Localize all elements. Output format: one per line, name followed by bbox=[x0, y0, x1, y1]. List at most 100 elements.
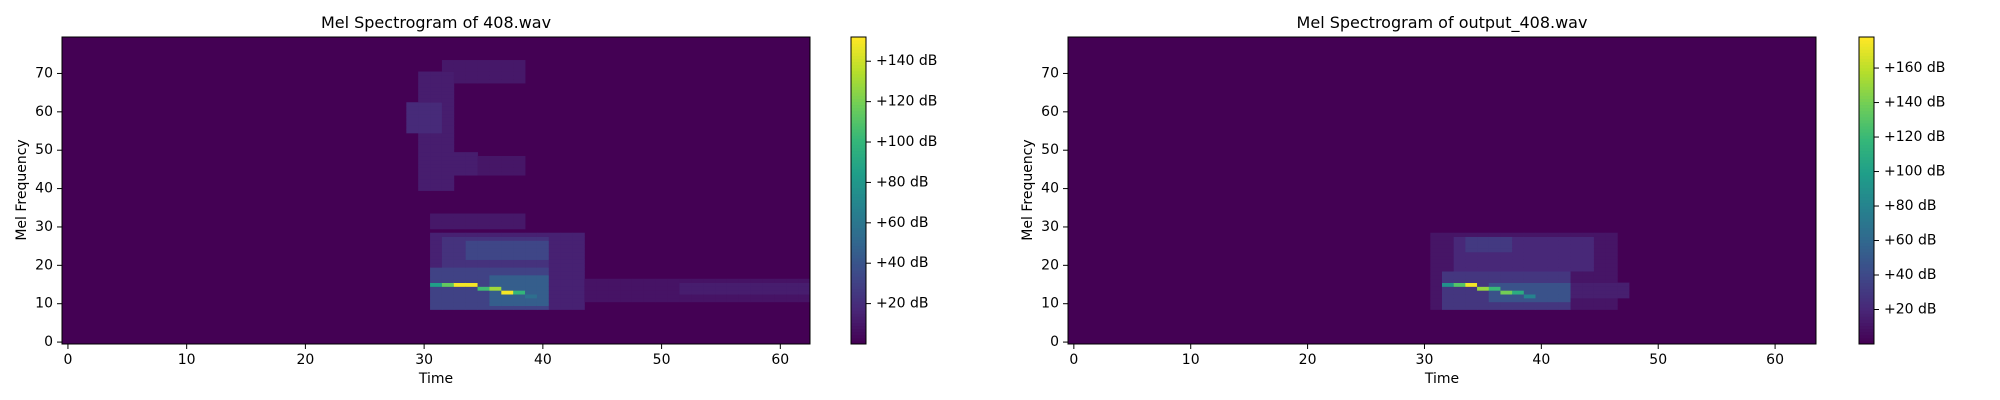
heatmap-cell bbox=[489, 163, 502, 168]
heatmap-cell bbox=[465, 301, 478, 307]
colorbar-segment bbox=[851, 218, 866, 222]
heatmap-cell bbox=[465, 278, 478, 283]
heatmap-cell bbox=[525, 244, 538, 249]
y-tick-label: 20 bbox=[1041, 257, 1059, 273]
heatmap-cell bbox=[465, 271, 478, 276]
heatmap-cell bbox=[453, 167, 467, 172]
heatmap-cell bbox=[572, 294, 585, 299]
chart-title: Mel Spectrogram of output_408.wav bbox=[1297, 13, 1588, 33]
y-tick-label: 40 bbox=[1041, 181, 1059, 197]
heatmap-cell bbox=[477, 267, 490, 272]
chart-title: Mel Spectrogram of 408.wav bbox=[321, 13, 551, 32]
heatmap-cell bbox=[441, 240, 455, 245]
heatmap-cell bbox=[1593, 294, 1607, 299]
heatmap-cell bbox=[513, 294, 526, 299]
heatmap-cell bbox=[655, 294, 668, 299]
heatmap-cell bbox=[536, 274, 550, 280]
x-tick-label: 20 bbox=[296, 352, 314, 368]
heatmap-cell bbox=[441, 94, 455, 99]
colorbar-segment bbox=[851, 264, 866, 268]
colorbar-segment bbox=[851, 156, 866, 161]
colorbar-segment bbox=[851, 55, 866, 59]
heatmap-cell bbox=[441, 225, 455, 230]
heatmap-cell bbox=[406, 102, 419, 107]
heatmap-cell bbox=[691, 278, 704, 283]
heatmap-cell bbox=[418, 140, 431, 145]
heatmap-cell bbox=[465, 267, 478, 272]
heatmap-cell bbox=[1582, 232, 1595, 237]
heatmap-cell bbox=[1477, 248, 1490, 253]
heatmap-cell bbox=[430, 182, 443, 188]
heatmap-cell bbox=[1558, 259, 1571, 264]
heatmap-cell bbox=[1430, 255, 1443, 260]
colorbar-segment bbox=[851, 205, 866, 210]
heatmap-cell bbox=[572, 259, 585, 264]
heatmap-cell bbox=[1558, 282, 1571, 287]
heatmap-cell bbox=[572, 240, 585, 245]
colorbar-segment bbox=[851, 61, 866, 66]
heatmap-cell bbox=[1593, 251, 1607, 257]
heatmap-cell bbox=[1593, 232, 1607, 237]
heatmap-cell bbox=[1500, 301, 1513, 307]
heatmap-cell bbox=[1570, 301, 1583, 307]
heatmap-cell bbox=[1453, 267, 1466, 272]
heatmap-cell bbox=[1570, 305, 1583, 310]
heatmap-cell bbox=[430, 278, 443, 283]
heatmap-cell bbox=[501, 221, 514, 226]
heatmap-cell bbox=[1570, 271, 1583, 276]
heatmap-cell bbox=[430, 263, 443, 268]
heatmap-cell bbox=[501, 294, 514, 299]
colorbar-segment bbox=[1859, 218, 1874, 222]
heatmap-cell bbox=[691, 294, 704, 299]
colorbar-segment bbox=[851, 190, 866, 195]
x-axis-ticks: 0 10 20 30 40 50 60 bbox=[63, 344, 789, 368]
heatmap-cell bbox=[1512, 271, 1525, 276]
heatmap-cell bbox=[596, 297, 609, 303]
heatmap-cell bbox=[536, 301, 550, 307]
heatmap-cell bbox=[453, 159, 467, 165]
heatmap-cell bbox=[643, 294, 657, 299]
heatmap-cell bbox=[1488, 290, 1501, 295]
colorbar-segment bbox=[1859, 196, 1874, 201]
heatmap-cell bbox=[1605, 286, 1618, 291]
heatmap-cell bbox=[548, 240, 562, 245]
heatmap-cell bbox=[525, 259, 538, 264]
heatmap-cell bbox=[1430, 305, 1443, 310]
heatmap-cell bbox=[643, 290, 657, 295]
heatmap-cell bbox=[441, 290, 455, 295]
heatmap-cell bbox=[430, 244, 443, 249]
heatmap-cell bbox=[1523, 290, 1536, 295]
colorbar-segment bbox=[1859, 135, 1874, 139]
heatmap-cell bbox=[501, 159, 514, 165]
heatmap-cell bbox=[441, 67, 455, 72]
colorbar-segment bbox=[1859, 301, 1874, 305]
colorbar-segment bbox=[1859, 328, 1874, 333]
heatmap-cell bbox=[750, 297, 763, 303]
heatmap-cell bbox=[1582, 301, 1595, 307]
heatmap-cell bbox=[1605, 244, 1618, 249]
heatmap-cell bbox=[1477, 271, 1490, 276]
colorbar-segment bbox=[851, 67, 866, 72]
heatmap-cell bbox=[1582, 244, 1595, 249]
heatmap-cell bbox=[1512, 297, 1525, 303]
heatmap-cell bbox=[513, 259, 526, 264]
heatmap-cell bbox=[1477, 282, 1490, 287]
colorbar-segment bbox=[1859, 98, 1874, 102]
heatmap-cell bbox=[441, 213, 455, 218]
heatmap-cell bbox=[1570, 255, 1583, 260]
colorbar-segment bbox=[1859, 227, 1874, 231]
heatmap-cell bbox=[489, 244, 502, 249]
colorbar-segment bbox=[851, 340, 866, 345]
heatmap-cell bbox=[631, 282, 645, 287]
heatmap-cell bbox=[513, 167, 526, 172]
heatmap-cell bbox=[1453, 278, 1466, 283]
heatmap-cell bbox=[513, 297, 526, 303]
y-tick-label: 60 bbox=[1041, 104, 1059, 120]
heatmap-cell bbox=[572, 236, 585, 241]
heatmap-cell bbox=[1500, 240, 1513, 245]
heatmap-cell bbox=[536, 290, 550, 295]
heatmap-cell bbox=[1535, 278, 1548, 283]
colorbar-segment bbox=[1859, 64, 1874, 69]
heatmap-cell bbox=[1593, 301, 1607, 307]
colorbar-segment bbox=[851, 196, 866, 201]
